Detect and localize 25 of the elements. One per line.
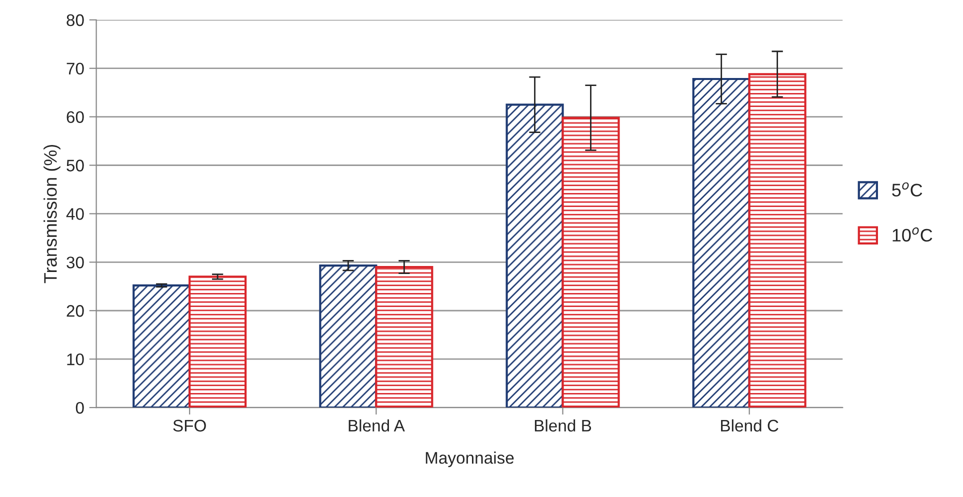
y-tick-label: 80 (66, 14, 84, 26)
bar (692, 78, 750, 408)
y-axis-title: Transmission (%) (44, 144, 60, 284)
x-axis-title: Mayonnaise (426, 452, 514, 468)
legend-label: 5$^{o}$C (892, 182, 922, 197)
bar (188, 276, 247, 408)
y-tick-label: 30 (66, 256, 84, 268)
y-tick-label: 20 (66, 305, 84, 317)
y-tick-label: 0 (76, 402, 84, 414)
x-tick-label: SFO (173, 420, 206, 432)
bar (506, 104, 564, 408)
bar (319, 264, 378, 408)
y-tick-label: 70 (66, 62, 84, 75)
y-tick-label: 50 (66, 160, 84, 172)
y-tick-label: 10 (67, 353, 84, 366)
bar (132, 284, 191, 408)
y-tick-label: 60 (66, 111, 84, 123)
bar (375, 266, 434, 408)
x-tick-label: Blend C (721, 419, 778, 432)
bar (562, 116, 620, 408)
x-tick-label: Blend A (348, 419, 405, 432)
x-tick-label: Blend B (534, 419, 592, 432)
legend-label: 10$^{o}$C (892, 227, 932, 242)
y-tick-label: 40 (66, 208, 84, 220)
bar (748, 73, 806, 408)
